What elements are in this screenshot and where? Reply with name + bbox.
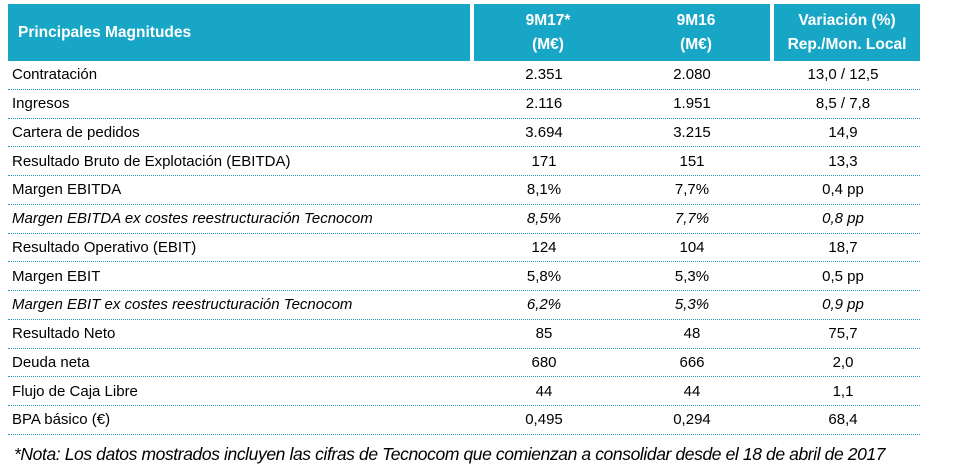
table-row: Flujo de Caja Libre 44 44 1,1 — [8, 377, 920, 406]
table-row: Resultado Neto 85 48 75,7 — [8, 320, 920, 349]
header-9m17-unit: (M€) — [532, 35, 564, 53]
footnote-text: *Nota: Los datos mostrados incluyen las … — [14, 444, 886, 464]
row-value-9m17: 171 — [531, 152, 557, 170]
row-label: Margen EBITDA ex costes reestructuración… — [12, 210, 373, 228]
row-value-9m17: 44 — [535, 382, 553, 400]
table-row: BPA básico (€) 0,495 0,294 68,4 — [8, 406, 920, 435]
row-label: BPA básico (€) — [12, 411, 111, 429]
header-cell-principales-magnitudes: Principales Magnitudes — [8, 4, 470, 61]
row-value-9m17: 0,495 — [525, 411, 563, 429]
header-variacion-title: Variación (%) — [798, 11, 896, 29]
row-value-variacion: 0,8 pp — [822, 210, 864, 228]
row-value-9m17: 2.351 — [525, 66, 563, 84]
header-divider — [770, 4, 774, 61]
row-value-9m16: 7,7% — [674, 181, 710, 199]
row-value-9m16: 5,3% — [674, 296, 710, 314]
row-value-9m16: 2.080 — [673, 66, 711, 84]
row-value-variacion: 0,5 pp — [822, 267, 864, 285]
table-header-row: Principales Magnitudes 9M17* (M€) 9M16 (… — [8, 4, 920, 61]
table-row: Margen EBITDA ex costes reestructuración… — [8, 205, 920, 234]
row-label: Ingresos — [12, 95, 70, 113]
row-value-9m16: 48 — [683, 325, 701, 343]
row-value-9m16: 1.951 — [673, 95, 711, 113]
row-value-9m16: 151 — [679, 152, 705, 170]
header-cell-9m17: 9M17* (M€) — [474, 4, 622, 61]
row-value-9m16: 104 — [679, 238, 705, 256]
row-label: Margen EBIT ex costes reestructuración T… — [12, 296, 353, 314]
row-value-9m17: 8,1% — [526, 181, 562, 199]
row-value-9m16: 666 — [679, 353, 705, 371]
table-row: Deuda neta 680 666 2,0 — [8, 349, 920, 378]
row-value-9m17: 8,5% — [526, 210, 562, 228]
table-row: Cartera de pedidos 3.694 3.215 14,9 — [8, 119, 920, 148]
row-value-9m16: 0,294 — [673, 411, 711, 429]
row-value-9m16: 44 — [683, 382, 701, 400]
row-label: Margen EBIT — [12, 267, 101, 285]
row-value-9m17: 85 — [535, 325, 553, 343]
table-row: Contratación 2.351 2.080 13,0 / 12,5 — [8, 61, 920, 90]
row-value-variacion: 68,4 — [828, 411, 858, 429]
row-value-9m17: 6,2% — [526, 296, 562, 314]
row-label: Deuda neta — [12, 353, 90, 371]
row-value-9m17: 3.694 — [525, 123, 563, 141]
row-value-9m16: 7,7% — [674, 210, 710, 228]
row-label: Contratación — [12, 66, 98, 84]
row-value-variacion: 2,0 — [832, 353, 854, 371]
row-value-variacion: 0,9 pp — [822, 296, 864, 314]
header-9m17-title: 9M17* — [525, 11, 571, 29]
row-value-variacion: 18,7 — [828, 238, 858, 256]
row-value-variacion: 13,3 — [828, 152, 858, 170]
row-value-9m17: 5,8% — [526, 267, 562, 285]
row-label: Flujo de Caja Libre — [12, 382, 138, 400]
row-value-9m17: 124 — [531, 238, 557, 256]
row-label: Resultado Neto — [12, 325, 116, 343]
row-label: Resultado Bruto de Explotación (EBITDA) — [12, 152, 291, 170]
header-variacion-subtitle: Rep./Mon. Local — [787, 35, 907, 53]
row-value-9m17: 2.116 — [525, 95, 563, 113]
row-label: Resultado Operativo (EBIT) — [12, 238, 197, 256]
header-label-text: Principales Magnitudes — [18, 23, 192, 41]
table-row: Margen EBIT 5,8% 5,3% 0,5 pp — [8, 262, 920, 291]
header-9m16-title: 9M16 — [676, 11, 716, 29]
table-row: Resultado Bruto de Explotación (EBITDA) … — [8, 147, 920, 176]
row-label: Cartera de pedidos — [12, 123, 140, 141]
key-figures-table: Principales Magnitudes 9M17* (M€) 9M16 (… — [8, 4, 920, 435]
row-value-9m16: 5,3% — [674, 267, 710, 285]
row-value-9m17: 680 — [531, 353, 557, 371]
row-value-variacion: 8,5 / 7,8 — [815, 95, 871, 113]
header-cell-variacion: Variación (%) Rep./Mon. Local — [774, 4, 920, 61]
header-9m16-unit: (M€) — [680, 35, 712, 53]
row-value-variacion: 75,7 — [828, 325, 858, 343]
header-cell-9m16: 9M16 (M€) — [622, 4, 770, 61]
row-value-variacion: 14,9 — [828, 123, 858, 141]
table-row: Margen EBIT ex costes reestructuración T… — [8, 291, 920, 320]
row-value-variacion: 1,1 — [832, 382, 854, 400]
table-body: Contratación 2.351 2.080 13,0 / 12,5 Ing… — [8, 61, 920, 435]
row-value-9m16: 3.215 — [673, 123, 711, 141]
header-divider — [470, 4, 474, 61]
row-value-variacion: 13,0 / 12,5 — [807, 66, 879, 84]
row-label: Margen EBITDA — [12, 181, 122, 199]
header-cell-periods: 9M17* (M€) 9M16 (M€) — [474, 4, 770, 61]
table-row: Margen EBITDA 8,1% 7,7% 0,4 pp — [8, 176, 920, 205]
table-row: Resultado Operativo (EBIT) 124 104 18,7 — [8, 234, 920, 263]
row-value-variacion: 0,4 pp — [822, 181, 864, 199]
table-row: Ingresos 2.116 1.951 8,5 / 7,8 — [8, 90, 920, 119]
